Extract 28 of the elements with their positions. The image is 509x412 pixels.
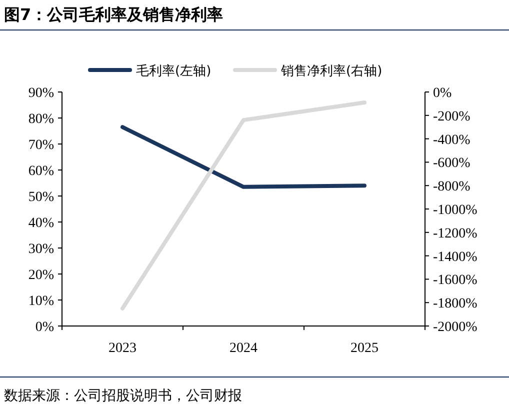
- y-tick-label: 20%: [28, 268, 54, 283]
- y2-tick-label: -800%: [433, 180, 471, 195]
- y2-tick-label: 0%: [433, 86, 452, 101]
- y-tick-label: 0%: [35, 320, 54, 335]
- y-tick-label: 90%: [28, 86, 54, 101]
- y2-tick-label: -1600%: [433, 273, 478, 288]
- y-tick-label: 40%: [28, 216, 54, 231]
- y-tick-label: 10%: [28, 294, 54, 309]
- y-tick-label: 60%: [28, 164, 54, 179]
- y-tick-label: 70%: [28, 138, 54, 153]
- y-tick-label: 50%: [28, 190, 54, 205]
- y2-tick-label: -1400%: [433, 250, 478, 265]
- y2-tick-label: -600%: [433, 156, 471, 172]
- y-tick-label: 30%: [28, 242, 54, 257]
- x-tick-label: 2024: [230, 341, 258, 356]
- y2-tick-label: -2000%: [433, 320, 478, 335]
- legend-label: 毛利率(左轴): [136, 63, 212, 79]
- y-tick-label: 80%: [28, 112, 54, 127]
- y2-tick-label: -1800%: [433, 296, 478, 312]
- x-tick-label: 2025: [350, 341, 378, 356]
- chart-title: 图7：公司毛利率及销售净利率: [4, 5, 224, 24]
- y2-tick-label: -1000%: [433, 203, 478, 218]
- x-tick-label: 2023: [108, 341, 136, 356]
- legend-label: 销售净利率(右轴): [280, 63, 382, 79]
- y2-tick-label: -1200%: [433, 226, 478, 242]
- y2-tick-label: -400%: [433, 132, 471, 148]
- source-note: 数据来源：公司招股说明书，公司财报: [4, 388, 242, 404]
- y2-tick-label: -200%: [433, 109, 471, 124]
